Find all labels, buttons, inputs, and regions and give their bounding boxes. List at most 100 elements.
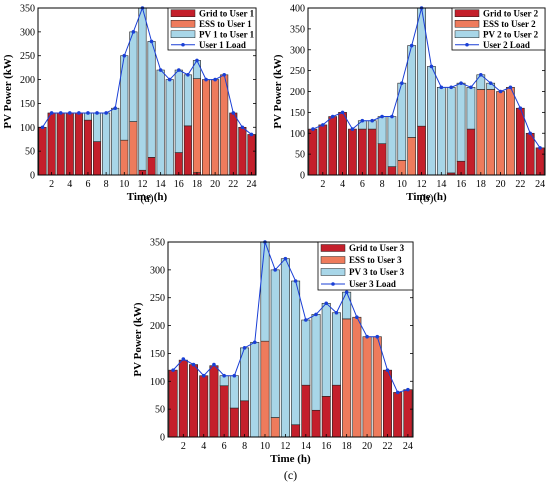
x-tick-label: 2 — [320, 179, 325, 190]
legend-label: User 3 Load — [349, 279, 396, 289]
bar-pv-h8 — [377, 116, 387, 144]
bar-grid-h8 — [377, 143, 387, 176]
bar-ess-h21 — [220, 74, 229, 176]
x-tick-label: 10 — [260, 441, 270, 452]
y-tick-label: 350 — [150, 238, 165, 249]
bar-grid-h14 — [301, 384, 311, 438]
bar-ess-h11 — [129, 121, 138, 176]
x-tick-label: 12 — [417, 179, 427, 190]
bar-ess-h20 — [211, 79, 220, 176]
bar-grid-h23 — [525, 132, 535, 176]
x-tick-label: 8 — [242, 441, 247, 452]
load-point-h4 — [340, 110, 345, 115]
load-point-h22 — [231, 111, 236, 115]
legend-label: ESS to User 2 — [483, 19, 536, 29]
bar-pv-h15 — [311, 314, 321, 411]
bar-grid-h6 — [219, 385, 229, 438]
legend-marker — [181, 42, 185, 47]
bar-grid-h17 — [183, 125, 192, 176]
load-point-h23 — [395, 390, 400, 395]
x-tick-label: 16 — [321, 441, 331, 452]
load-point-h1 — [171, 368, 175, 372]
bar-pv-h7 — [93, 112, 102, 142]
bar-grid-h9 — [387, 166, 397, 176]
bar-grid-h6 — [83, 119, 92, 176]
load-point-h6 — [222, 373, 226, 378]
bar-pv-h15 — [446, 87, 456, 174]
load-point-h14 — [158, 68, 163, 72]
load-point-h14 — [439, 85, 444, 90]
load-point-h2 — [181, 357, 186, 361]
bar-grid-h13 — [291, 424, 301, 438]
bar-grid-h1 — [168, 369, 178, 438]
y-tick-label: 400 — [290, 4, 305, 15]
y-tick-label: 0 — [160, 433, 165, 444]
load-point-h15 — [449, 85, 453, 90]
x-tick-label: 6 — [360, 179, 365, 190]
bar-ess-h10 — [120, 139, 129, 176]
y-tick-label: 0 — [300, 171, 305, 182]
bar-grid-h17 — [466, 128, 476, 176]
x-tick-label: 2 — [49, 179, 54, 190]
x-tick-label: 12 — [137, 179, 147, 190]
y-tick-label: 200 — [290, 87, 305, 98]
bar-grid-h24 — [403, 389, 413, 438]
bar-pv-h7 — [229, 375, 239, 409]
load-point-h22 — [385, 368, 390, 372]
y-tick-label: 250 — [290, 66, 305, 77]
x-tick-label: 22 — [228, 179, 238, 190]
load-point-h18 — [195, 58, 199, 63]
x-axis-title: Time (h) — [270, 453, 311, 465]
load-point-h20 — [213, 77, 217, 82]
y-tick-label: 150 — [150, 349, 165, 360]
bar-grid-h3 — [56, 112, 65, 176]
x-tick-label: 12 — [280, 441, 290, 452]
x-tick-label: 16 — [456, 179, 466, 190]
x-tick-label: 22 — [515, 179, 525, 190]
bar-pv-h8 — [102, 112, 111, 176]
x-axis-title: Time (h) — [127, 191, 168, 203]
load-point-h15 — [167, 77, 172, 82]
load-point-h3 — [330, 114, 335, 119]
bar-pv-h11 — [129, 31, 138, 122]
bar-pv-h16 — [174, 69, 183, 153]
panel-caption: (a) — [140, 191, 153, 205]
load-point-h15 — [314, 312, 318, 317]
legend-swatch-ess — [454, 20, 480, 28]
x-tick-label: 10 — [119, 179, 129, 190]
bar-grid-h23 — [393, 392, 403, 438]
x-tick-label: 22 — [382, 441, 392, 452]
legend-label: PV 2 to User 2 — [483, 29, 539, 39]
bar-grid-h22 — [229, 112, 238, 176]
bar-pv-h9 — [387, 116, 397, 167]
plot-frame — [167, 241, 414, 438]
bar-grid-h8 — [240, 400, 250, 438]
y-tick-label: 50 — [25, 147, 35, 158]
load-point-h5 — [212, 362, 216, 367]
bar-grid-h22 — [515, 107, 525, 176]
load-point-h20 — [498, 89, 503, 94]
load-point-h2 — [321, 123, 325, 127]
bar-grid-h7 — [367, 128, 377, 176]
load-point-h19 — [488, 81, 493, 85]
bar-ess-h18 — [476, 89, 486, 176]
load-point-h8 — [242, 346, 247, 350]
bar-grid-h4 — [338, 112, 347, 176]
bar-series-pv — [83, 7, 201, 176]
load-point-h7 — [95, 111, 99, 115]
bar-series-grid — [168, 359, 413, 438]
bar-grid-h7 — [93, 141, 102, 176]
bar-pv-h17 — [466, 87, 476, 130]
load-point-h19 — [204, 77, 208, 82]
load-point-h10 — [122, 53, 127, 58]
bar-ess-h19 — [202, 79, 211, 176]
legend: Grid to User 3 ESS to User 3 PV 3 to User … — [317, 241, 414, 291]
load-point-h20 — [365, 334, 369, 339]
y-tick-label: 150 — [290, 108, 305, 119]
x-tick-label: 20 — [362, 441, 372, 452]
load-point-h11 — [273, 268, 277, 272]
load-point-h14 — [304, 318, 308, 322]
load-point-h7 — [370, 118, 374, 123]
